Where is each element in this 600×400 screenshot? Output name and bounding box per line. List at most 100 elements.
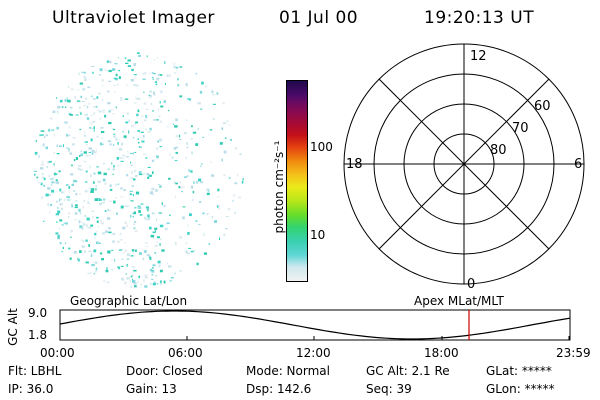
aurora-pixel [151,72,154,74]
aurora-pixel [95,185,97,187]
aurora-pixel [130,177,133,180]
aurora-pixel [101,79,104,82]
aurora-pixel [138,146,141,148]
aurora-pixel [70,203,73,206]
aurora-pixel [74,206,78,209]
aurora-pixel [126,112,129,115]
aurora-pixel [58,227,60,230]
aurora-pixel [151,269,155,273]
aurora-pixel [95,261,98,264]
aurora-pixel [152,283,156,286]
aurora-pixel [145,115,148,119]
aurora-pixel [61,224,64,226]
aurora-pixel [145,206,149,208]
aurora-pixel [203,232,205,236]
aurora-pixel [63,222,66,224]
aurora-pixel [148,256,152,259]
aurora-pixel [153,94,156,96]
aurora-pixel [153,119,157,121]
aurora-pixel [144,274,148,277]
aurora-pixel [173,181,176,184]
polar-grid: 12 18 6 0 60 70 80 [343,43,585,292]
aurora-pixel [34,173,36,176]
aurora-pixel [133,102,137,104]
aurora-pixel [89,127,92,129]
aurora-pixel [72,137,76,139]
aurora-pixel [75,193,78,196]
aurora-pixel [152,193,154,195]
aurora-pixel [143,279,145,283]
aurora-pixel [185,157,188,159]
aurora-pixel [135,96,137,100]
aurora-pixel [100,127,104,129]
aurora-pixel [145,108,149,110]
aurora-pixel [139,287,142,288]
mlat-label-70: 70 [512,121,529,136]
aurora-pixel [53,134,55,137]
aurora-pixel [47,161,50,164]
aurora-pixel [83,75,86,78]
aurora-pixel [146,172,150,176]
aurora-pixel [153,73,156,75]
aurora-pixel [106,60,110,63]
aurora-pixel [181,191,183,193]
aurora-pixel [61,251,63,253]
aurora-pixel [241,180,244,184]
aurora-pixel [90,138,93,142]
aurora-pixel [58,170,61,173]
aurora-pixel [191,151,194,155]
aurora-pixel [170,276,174,279]
aurora-pixel [91,152,94,155]
aurora-pixel [118,76,121,80]
aurora-pixel [195,72,197,75]
aurora-pixel [34,153,37,156]
aurora-pixel [134,221,137,223]
aurora-pixel [53,151,56,155]
aurora-pixel [83,200,85,202]
aurora-pixel [79,250,82,253]
aurora-pixel [113,128,116,131]
aurora-pixel [92,254,94,257]
aurora-pixel [56,182,59,185]
aurora-pixel [55,213,60,216]
aurora-pixel [156,155,159,159]
aurora-pixel [120,97,123,100]
aurora-pixel [151,278,154,280]
aurora-pixel [158,115,161,118]
aurora-pixel [135,121,138,124]
aurora-pixel [161,249,165,252]
aurora-pixel [160,283,162,286]
aurora-pixel [101,222,105,225]
aurora-pixel [113,200,116,204]
aurora-pixel [154,275,158,277]
aurora-pixel [179,95,183,98]
aurora-pixel [76,89,80,91]
aurora-pixel [199,201,202,203]
aurora-pixel [91,114,93,117]
aurora-pixel [186,175,189,177]
aurora-pixel [48,175,51,177]
aurora-pixel [157,140,159,143]
aurora-pixel [117,57,120,59]
aurora-pixel [56,110,59,114]
aurora-pixel [136,97,139,100]
aurora-pixel [82,205,85,209]
aurora-pixel [149,257,152,260]
aurora-pixel [134,285,137,288]
aurora-pixel [131,68,134,72]
aurora-pixel [126,151,129,153]
aurora-pixel [130,200,134,202]
aurora-pixel [108,231,112,234]
aurora-pixel [87,102,90,105]
aurora-pixel [239,153,242,156]
aurora-pixel [128,277,130,280]
aurora-pixel [148,72,150,74]
aurora-pixel [187,231,190,235]
aurora-pixel [96,241,99,245]
aurora-pixel [70,173,74,176]
aurora-pixel [130,214,132,218]
aurora-pixel [179,66,183,68]
aurora-pixel [234,147,238,150]
aurora-pixel [124,221,127,225]
aurora-pixel [134,122,137,126]
